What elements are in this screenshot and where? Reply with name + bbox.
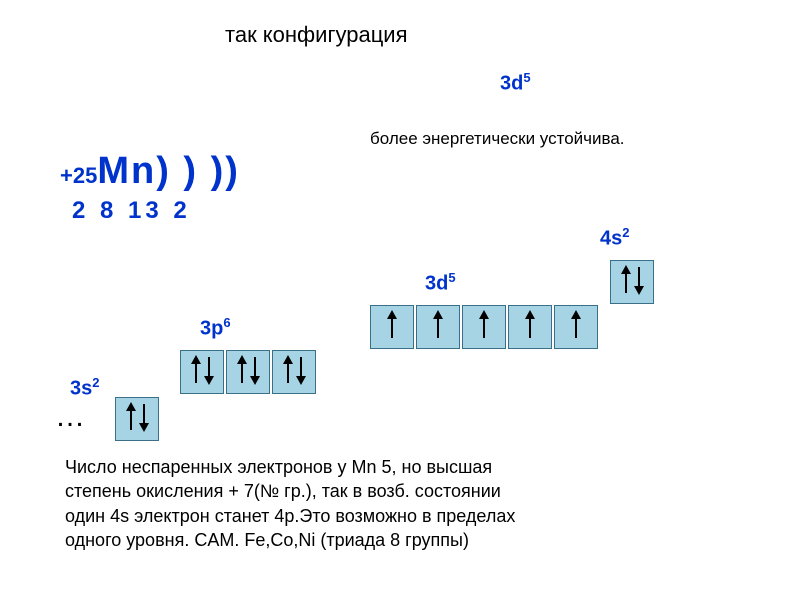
orbital-row-1 xyxy=(370,305,598,349)
bottom-line-1: Число неспаренных электронов у Mn 5, но … xyxy=(65,457,492,477)
arrow-down-icon xyxy=(139,402,149,436)
arrow-down-icon xyxy=(250,355,260,389)
orbital-box xyxy=(226,350,270,394)
electron-arrows xyxy=(433,310,443,344)
mn-symbol: Mn) ) )) xyxy=(97,150,240,192)
manganese-block: +25Mn) ) )) 2 8 13 2 xyxy=(60,150,240,225)
electron-arrows xyxy=(191,355,214,389)
arrow-up-icon xyxy=(283,355,293,389)
mn-charge: +25 xyxy=(60,163,97,188)
bottom-line-4: одного уровня. CAM. Fe,Co,Ni (триада 8 г… xyxy=(65,530,469,550)
arrow-up-icon xyxy=(479,310,489,344)
arrow-up-icon xyxy=(387,310,397,344)
orbital-box xyxy=(115,397,159,441)
ellipsis: … xyxy=(55,400,85,434)
page-title: так конфигурация xyxy=(225,22,408,48)
bottom-line-2: степень окисления + 7(№ гр.), так в возб… xyxy=(65,481,501,501)
mn-shells: 2 8 13 2 xyxy=(60,197,240,225)
arrow-down-icon xyxy=(634,265,644,299)
electron-arrows xyxy=(525,310,535,344)
orbital-box xyxy=(554,305,598,349)
orbital-box xyxy=(462,305,506,349)
stability-text: более энергетически устойчива. xyxy=(370,128,625,151)
orbital-label-4s2: 4s2 xyxy=(600,225,629,251)
orbital-row-3 xyxy=(115,397,159,441)
orbital-row-2 xyxy=(180,350,316,394)
electron-arrows xyxy=(621,265,644,299)
arrow-up-icon xyxy=(126,402,136,436)
orbital-box xyxy=(508,305,552,349)
arrow-up-icon xyxy=(621,265,631,299)
orbital-label-3p6: 3p6 xyxy=(200,315,231,341)
orbital-box xyxy=(610,260,654,304)
arrow-up-icon xyxy=(525,310,535,344)
electron-arrows xyxy=(237,355,260,389)
electron-arrows xyxy=(283,355,306,389)
arrow-up-icon xyxy=(237,355,247,389)
electron-arrows xyxy=(126,402,149,436)
bottom-paragraph: Число неспаренных электронов у Mn 5, но … xyxy=(65,455,765,552)
arrow-up-icon xyxy=(433,310,443,344)
orbital-label-top: 3d5 xyxy=(500,70,531,96)
orbital-box xyxy=(180,350,224,394)
orbital-label-3s2: 3s2 xyxy=(70,375,99,401)
arrow-down-icon xyxy=(296,355,306,389)
orbital-row-0 xyxy=(610,260,654,304)
arrow-up-icon xyxy=(571,310,581,344)
orbital-box xyxy=(416,305,460,349)
arrow-down-icon xyxy=(204,355,214,389)
orbital-box xyxy=(272,350,316,394)
orbital-label-3d5: 3d5 xyxy=(425,270,456,296)
electron-arrows xyxy=(571,310,581,344)
bottom-line-3: один 4s электрон станет 4p.Это возможно … xyxy=(65,506,515,526)
arrow-up-icon xyxy=(191,355,201,389)
orbital-box xyxy=(370,305,414,349)
electron-arrows xyxy=(387,310,397,344)
electron-arrows xyxy=(479,310,489,344)
